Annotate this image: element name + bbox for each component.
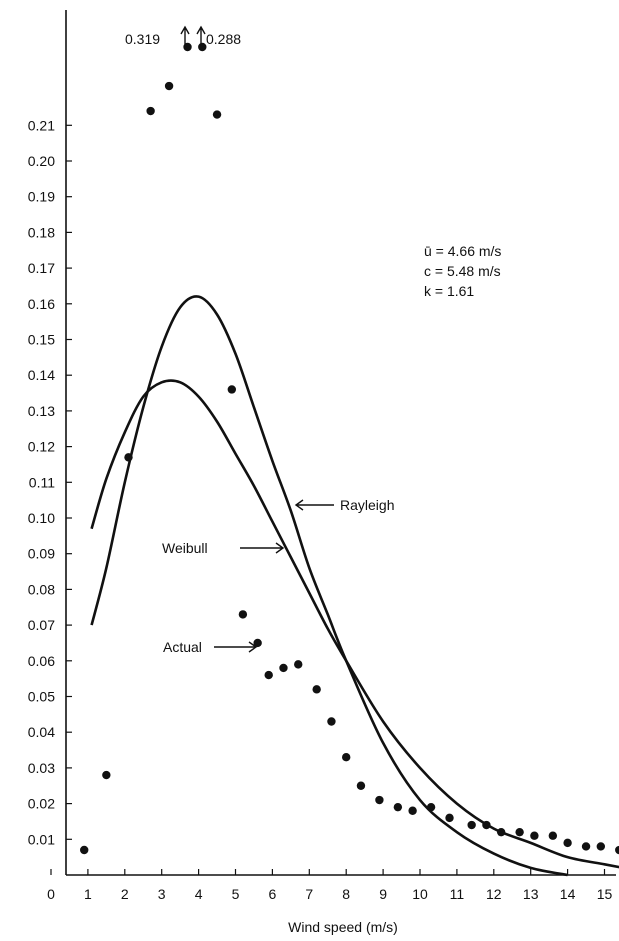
data-points bbox=[80, 42, 619, 855]
actual-point-10 bbox=[253, 638, 262, 648]
actual-point-26 bbox=[515, 827, 524, 837]
y-tick-label-17: 0.18 bbox=[28, 224, 55, 240]
x-tick-label-5: 5 bbox=[232, 886, 240, 902]
y-tick-label-1: 0.02 bbox=[28, 796, 55, 812]
offscale-arrow-left bbox=[180, 25, 190, 46]
y-tick-label-3: 0.04 bbox=[28, 724, 55, 740]
y-tick-label-10: 0.11 bbox=[29, 474, 55, 490]
curve-labels: Rayleigh Weibull Actual bbox=[162, 497, 394, 655]
x-tick-label-14: 14 bbox=[560, 886, 576, 902]
ticks: 0 1 2 3 4 5 6 7 8 9 10 11 12 13 14 150.010.020.030.040.… bbox=[28, 117, 613, 902]
rayleigh-arrow bbox=[294, 499, 334, 511]
actual-label: Actual bbox=[163, 639, 202, 655]
actual-point-11 bbox=[264, 670, 273, 680]
y-tick-label-7: 0.08 bbox=[28, 581, 55, 597]
rayleigh-curve bbox=[90, 295, 568, 877]
actual-point-25 bbox=[496, 827, 506, 837]
actual-point-21 bbox=[426, 802, 436, 812]
y-tick-label-11: 0.12 bbox=[28, 439, 55, 455]
x-tick-label-6: 6 bbox=[269, 886, 277, 902]
x-tick-label-7: 7 bbox=[305, 886, 313, 902]
offscale-arrow-right bbox=[196, 25, 206, 46]
actual-point-24 bbox=[482, 820, 491, 830]
weibull-label: Weibull bbox=[162, 540, 208, 556]
x-tick-label-13: 13 bbox=[523, 886, 539, 902]
axes bbox=[65, 10, 616, 876]
actual-point-0 bbox=[80, 845, 89, 855]
actual-point-17 bbox=[356, 781, 366, 790]
y-tick-label-9: 0.10 bbox=[28, 510, 55, 526]
x-tick-label-2: 2 bbox=[121, 886, 129, 902]
y-tick-label-19: 0.20 bbox=[28, 153, 55, 169]
y-tick-label-6: 0.07 bbox=[28, 617, 55, 633]
weibull-curve bbox=[90, 379, 619, 869]
offscale-markers: 0.319 0.288 bbox=[125, 25, 241, 47]
actual-point-30 bbox=[581, 842, 591, 851]
actual-point-31 bbox=[596, 842, 606, 851]
y-tick-label-2: 0.03 bbox=[28, 760, 55, 776]
actual-point-6 bbox=[198, 42, 207, 52]
actual-point-19 bbox=[393, 802, 403, 812]
x-tick-label-12: 12 bbox=[486, 886, 502, 902]
y-tick-label-18: 0.19 bbox=[28, 189, 55, 205]
offscale-label-left: 0.319 bbox=[125, 31, 160, 47]
actual-point-4 bbox=[164, 81, 174, 91]
x-tick-label-1: 1 bbox=[84, 886, 92, 902]
actual-point-20 bbox=[408, 806, 417, 815]
x-tick-label-10: 10 bbox=[412, 886, 428, 902]
y-tick-label-13: 0.14 bbox=[28, 367, 55, 383]
x-tick-label-3: 3 bbox=[158, 886, 166, 902]
actual-point-27 bbox=[530, 831, 539, 840]
actual-point-29 bbox=[563, 838, 572, 848]
curves bbox=[90, 295, 619, 877]
y-tick-label-16: 0.17 bbox=[28, 260, 55, 276]
param-mean: ū = 4.66 m/s bbox=[424, 243, 501, 259]
y-tick-label-15: 0.16 bbox=[28, 296, 55, 312]
actual-point-18 bbox=[375, 795, 384, 805]
x-tick-label-0: 0 bbox=[47, 886, 55, 902]
actual-point-14 bbox=[312, 685, 321, 694]
offscale-label-right: 0.288 bbox=[206, 31, 241, 47]
actual-point-9 bbox=[238, 610, 248, 619]
param-k: k = 1.61 bbox=[424, 283, 474, 299]
y-tick-label-12: 0.13 bbox=[28, 403, 55, 419]
x-tick-label-9: 9 bbox=[379, 886, 387, 902]
weibull-arrow bbox=[240, 542, 285, 554]
y-tick-label-8: 0.09 bbox=[28, 546, 55, 562]
actual-point-12 bbox=[279, 663, 288, 673]
actual-point-13 bbox=[294, 660, 303, 669]
x-tick-label-4: 4 bbox=[195, 886, 203, 902]
y-tick-label-5: 0.06 bbox=[28, 653, 55, 669]
actual-point-8 bbox=[227, 385, 237, 394]
actual-arrow bbox=[214, 641, 258, 653]
actual-point-23 bbox=[467, 820, 476, 830]
actual-point-7 bbox=[212, 110, 222, 119]
y-tick-label-0: 0.01 bbox=[28, 831, 55, 847]
actual-point-32 bbox=[615, 845, 619, 855]
y-tick-label-4: 0.05 bbox=[28, 689, 55, 705]
actual-point-2 bbox=[124, 453, 133, 462]
y-tick-label-14: 0.15 bbox=[28, 332, 55, 348]
param-c: c = 5.48 m/s bbox=[424, 263, 501, 279]
actual-point-1 bbox=[102, 770, 111, 780]
rayleigh-label: Rayleigh bbox=[340, 497, 394, 513]
actual-point-16 bbox=[342, 752, 351, 762]
x-tick-label-15: 15 bbox=[597, 886, 613, 902]
x-tick-label-8: 8 bbox=[342, 886, 350, 902]
y-tick-label-20: 0.21 bbox=[28, 117, 55, 133]
actual-point-3 bbox=[146, 106, 155, 116]
parameter-box: ū = 4.66 m/s c = 5.48 m/s k = 1.61 bbox=[424, 243, 501, 299]
actual-point-15 bbox=[327, 717, 336, 726]
x-axis-title: Wind speed (m/s) bbox=[288, 919, 398, 935]
actual-point-22 bbox=[445, 813, 454, 823]
x-tick-label-11: 11 bbox=[450, 886, 465, 902]
actual-point-28 bbox=[548, 831, 558, 840]
